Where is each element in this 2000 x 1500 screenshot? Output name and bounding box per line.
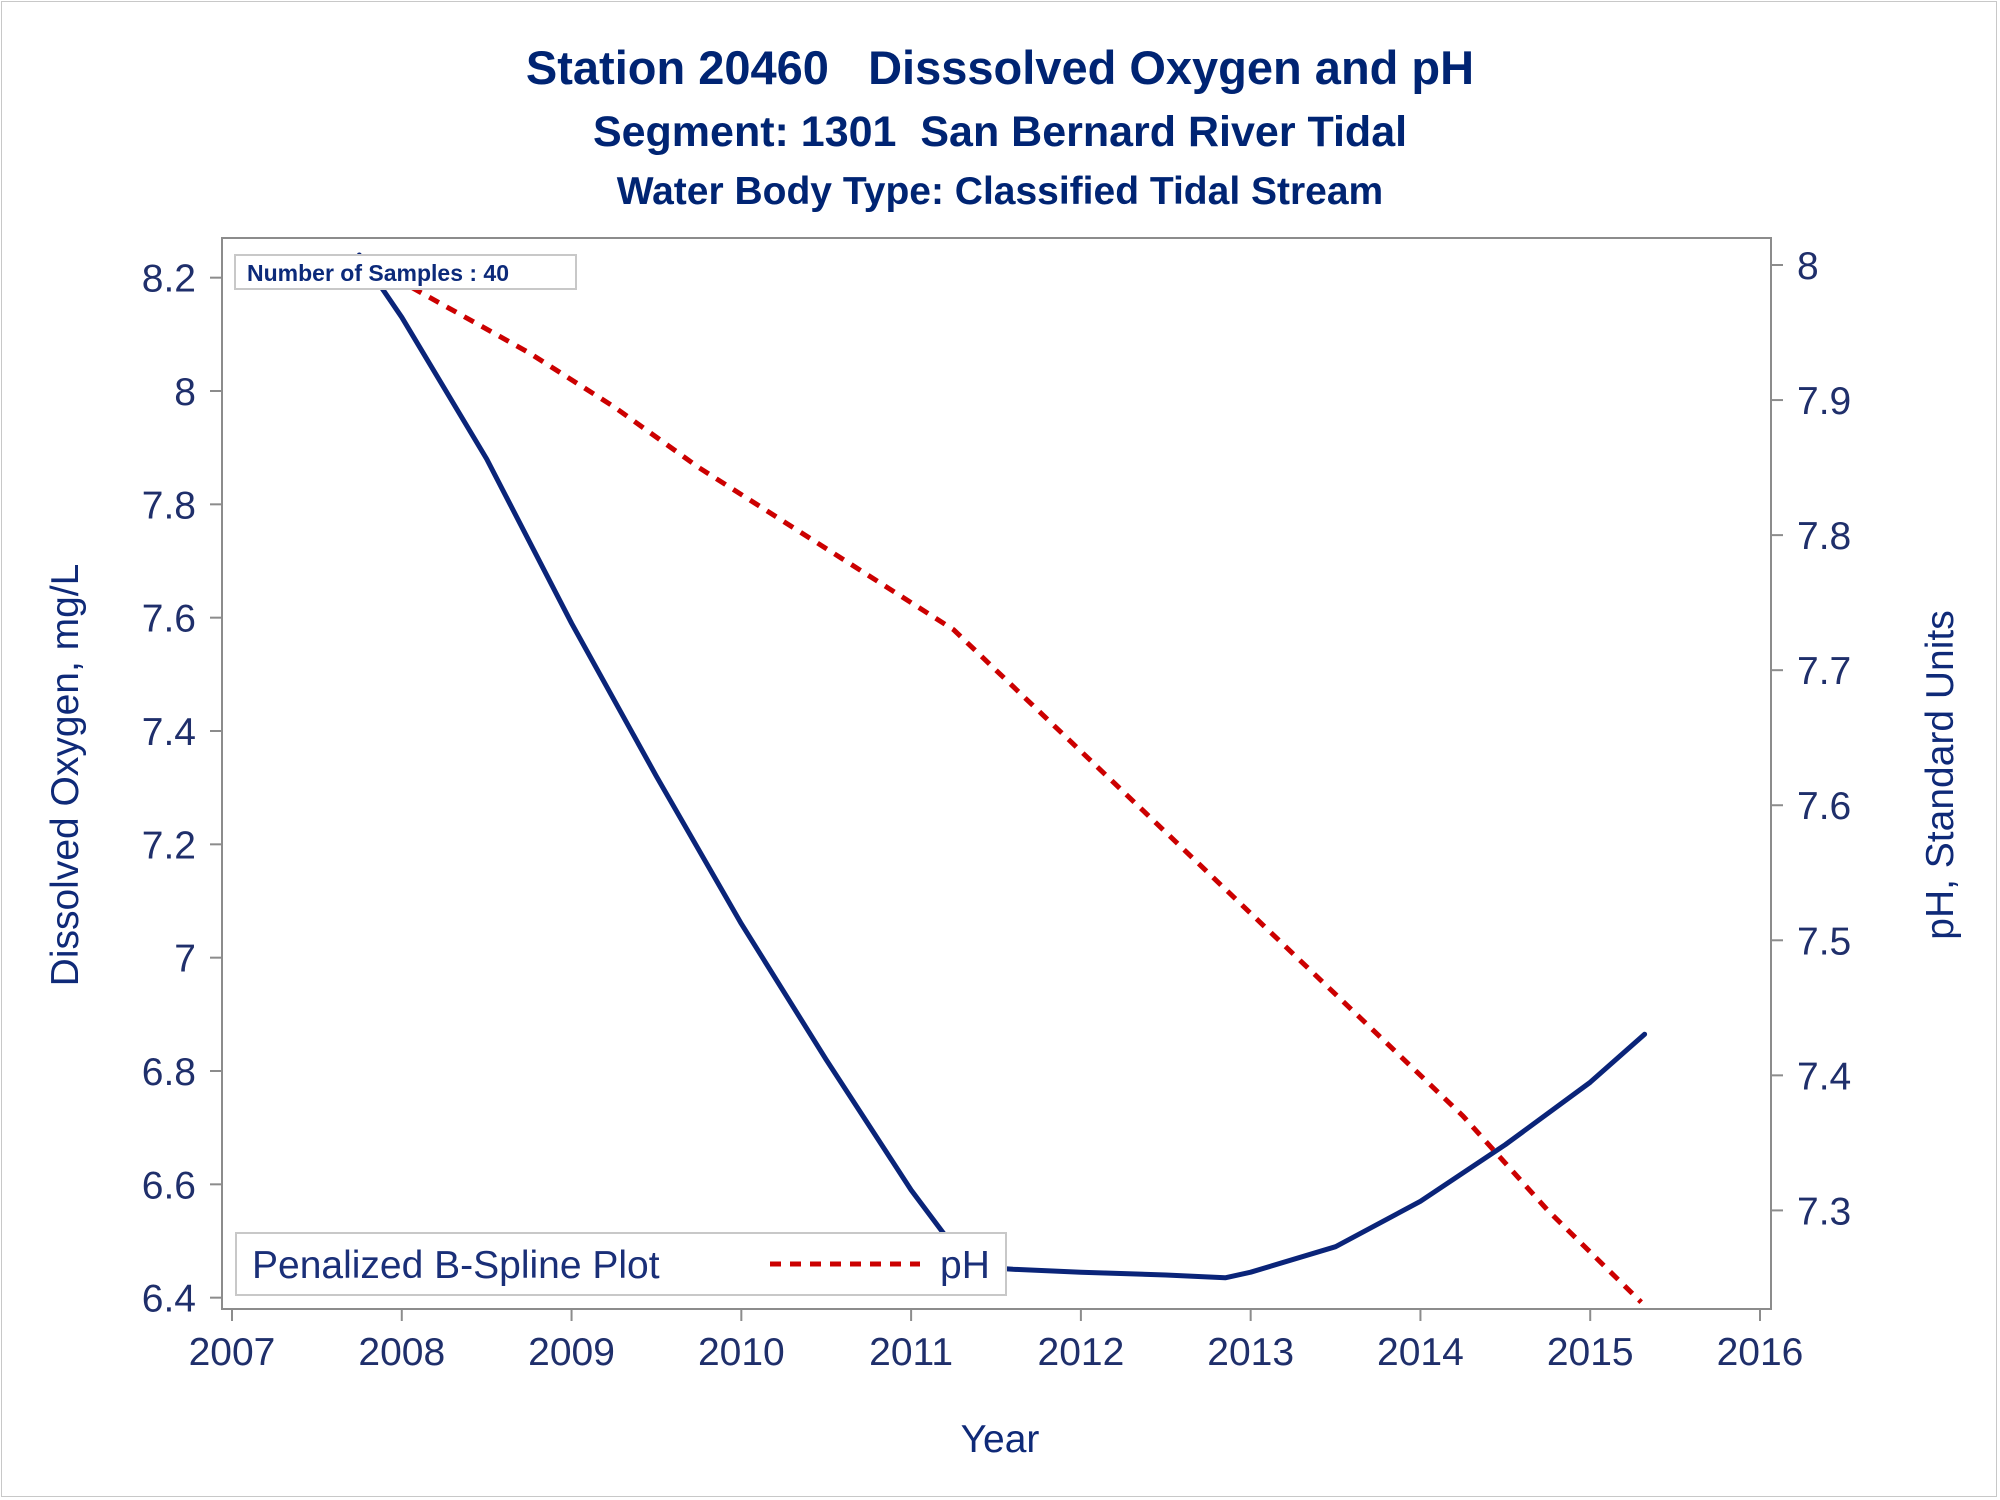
- sample-count-box: [234, 254, 577, 290]
- y-tick-label: 6.6: [142, 1164, 196, 1207]
- x-axis-label: Year: [961, 1418, 1040, 1461]
- plot-area: [221, 237, 1772, 1310]
- series-layer: [356, 252, 1648, 1304]
- x-tick-label: 2009: [528, 1331, 615, 1374]
- y2-tick-label: 7.4: [1797, 1055, 1851, 1098]
- y-tick-label: 7.8: [142, 484, 196, 527]
- x-tick-label: 2013: [1207, 1331, 1294, 1374]
- x-tick-label: 2008: [358, 1331, 445, 1374]
- y-tick-label: 7.2: [142, 824, 196, 867]
- chart-title: Station 20460 Disssolved Oxygen and pH: [526, 41, 1474, 94]
- chart-subtitle-waterbody: Water Body Type: Classified Tidal Stream: [617, 170, 1383, 213]
- y2-tick-label: 7.8: [1797, 515, 1851, 558]
- x-tick-label: 2015: [1547, 1331, 1634, 1374]
- x-tick-label: 2014: [1377, 1331, 1464, 1374]
- x-tick-label: 2011: [869, 1331, 953, 1374]
- legend-title: Penalized B-Spline Plot: [252, 1244, 660, 1287]
- y-tick-label: 6.4: [142, 1278, 196, 1321]
- y-tick-label: 7: [174, 938, 196, 981]
- y-axis-label-right: pH, Standard Units: [1919, 610, 1962, 940]
- y2-tick-label: 7.3: [1797, 1190, 1851, 1233]
- y-axis-label-left: Dissolved Oxygen, mg/L: [44, 564, 87, 987]
- y2-tick-label: 7.5: [1797, 920, 1851, 963]
- x-axis: 2007 2008 2009 2010 2011 2012 2013 2014 2015 2016: [189, 1309, 1804, 1374]
- y-tick-label: 8.2: [142, 258, 196, 301]
- x-tick-label: 2016: [1717, 1331, 1804, 1374]
- sample-count-label: Number of Samples : 40: [247, 260, 509, 286]
- y-tick-label: 8: [174, 371, 196, 414]
- legend-entry-ph: pH: [940, 1244, 990, 1287]
- y2-tick-label: 7.9: [1797, 380, 1851, 423]
- y-axis-right: 7.3 7.4 7.5 7.6 7.7 7.8 7.9 8: [1771, 245, 1851, 1233]
- x-tick-label: 2012: [1038, 1331, 1125, 1374]
- y-tick-label: 7.6: [142, 598, 196, 641]
- y-tick-label: 6.8: [142, 1051, 196, 1094]
- y2-tick-label: 8: [1797, 245, 1819, 288]
- series-line-ph: [358, 256, 1643, 1304]
- y-tick-label: 7.4: [142, 711, 196, 754]
- chart-subtitle-segment: Segment: 1301 San Bernard River Tidal: [593, 108, 1407, 156]
- y2-tick-label: 7.7: [1797, 650, 1851, 693]
- y-axis-left: 6.4 6.6 6.8 7 7.2 7.4 7.6 7.8 8 8.2: [142, 258, 222, 1321]
- x-tick-label: 2010: [698, 1331, 785, 1374]
- x-tick-label: 2007: [189, 1331, 276, 1374]
- series-line-dissolved-oxygen: [356, 252, 1648, 1281]
- y2-tick-label: 7.6: [1797, 785, 1851, 828]
